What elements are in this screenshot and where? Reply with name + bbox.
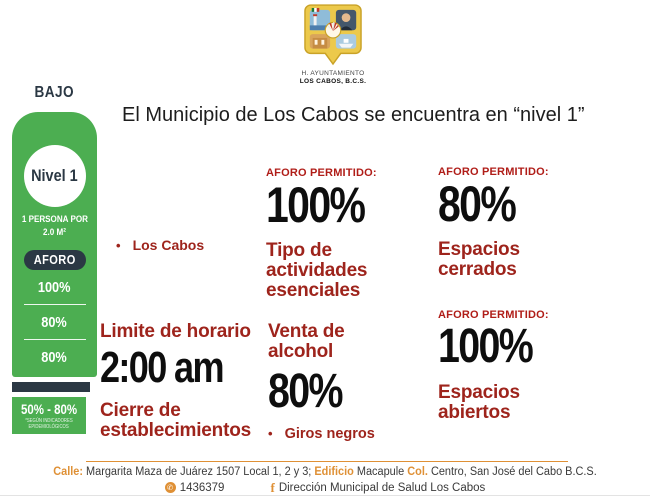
municipality-name: Los Cabos	[132, 237, 205, 253]
aforo-permitido-header: AFORO PERMITIDO:	[266, 167, 377, 179]
aforo-value-2: 80%	[41, 313, 68, 331]
address-calle-value: Margarita Maza de Juárez 1507 Local 1, 2…	[82, 466, 315, 478]
aforo-permitido-header: AFORO PERMITIDO:	[438, 166, 549, 178]
card-espacios-cerrados: AFORO PERMITIDO: 80% Espacios cerrados	[438, 166, 578, 280]
address-col-value: Centro, San José del Cabo B.C.S.	[427, 466, 597, 478]
card-venta-alcohol: Venta de alcohol 80% • Giros negros	[268, 322, 418, 442]
divider	[23, 338, 86, 340]
level-circle: Nivel 1	[23, 145, 86, 207]
aforo-value-3: 80%	[41, 348, 68, 366]
facebook-contact: f Dirección Municipal de Salud Los Cabos	[270, 480, 485, 496]
density-rule: 1 PERSONA POR 2.0 M²	[21, 214, 88, 238]
facebook-icon: f	[270, 479, 275, 495]
range-value: 50% - 80%	[20, 402, 78, 417]
card-label: Espacios cerrados	[438, 239, 520, 280]
aforo-value: 80%	[268, 364, 344, 418]
card-actividades-esenciales: AFORO PERMITIDO: 100% Tipo de actividade…	[266, 167, 426, 300]
address-edificio-value: Macapule	[353, 466, 408, 478]
aforo-pill: AFORO	[23, 249, 86, 270]
bullet-marker: •	[268, 425, 273, 441]
range-footnote: *SEGÚN INDICADORES EPIDEMIOLÓGICOS	[25, 418, 73, 431]
risk-category-label: BAJO	[34, 84, 75, 101]
card-label: Giros negros	[284, 425, 375, 442]
card-label: Tipo de actividades esenciales	[266, 240, 368, 301]
level-name: Nivel 1	[31, 166, 78, 185]
facebook-page-name: Dirección Municipal de Salud Los Cabos	[278, 481, 486, 494]
footer-divider	[86, 461, 568, 462]
whatsapp-number: 1436379	[179, 481, 225, 494]
logo-text-loscabos: LOS CABOS, B.C.S.	[299, 78, 367, 85]
municipal-logo: H. AYUNTAMIENTO LOS CABOS, B.C.S.	[288, 4, 378, 85]
divider	[23, 303, 86, 305]
card-header: Venta de alcohol	[268, 321, 345, 362]
card-header: Limite de horario	[100, 321, 251, 342]
municipality-bullet: • Los Cabos	[116, 237, 204, 253]
aforo-value: 100%	[266, 177, 366, 233]
bottom-border-line	[0, 495, 650, 496]
logo-text-ayuntamiento: H. AYUNTAMIENTO	[301, 70, 365, 77]
whatsapp-contact: ✆ 1436379	[164, 481, 225, 494]
address-calle-label: Calle:	[53, 466, 83, 478]
footer-address: Calle: Margarita Maza de Juárez 1507 Loc…	[16, 466, 634, 478]
aforo-value: 80%	[438, 176, 517, 232]
municipal-crest-icon	[304, 4, 362, 66]
aforo-permitido-header: AFORO PERMITIDO:	[438, 309, 549, 321]
aforo-value: 100%	[438, 320, 534, 373]
closing-time-value: 2:00 am	[100, 342, 225, 392]
range-box: 50% - 80% *SEGÚN INDICADORES EPIDEMIOLÓG…	[12, 397, 86, 434]
whatsapp-icon: ✆	[164, 482, 176, 493]
address-col-label: Col.	[407, 466, 428, 478]
page-title: El Municipio de Los Cabos se encuentra e…	[122, 104, 585, 126]
bullet-marker: •	[116, 238, 121, 253]
footer-contacts: ✆ 1436379 f Dirección Municipal de Salud…	[0, 480, 650, 496]
card-espacios-abiertos: AFORO PERMITIDO: 100% Espacios abiertos	[438, 309, 588, 423]
card-label: Cierre de establecimientos	[100, 399, 251, 441]
giros-negros-bullet: • Giros negros	[268, 426, 418, 442]
card-label: Espacios abiertos	[438, 382, 520, 423]
level-banner: Nivel 1 1 PERSONA POR 2.0 M² AFORO 100% …	[12, 112, 97, 377]
banner-separator-bar	[12, 382, 90, 392]
card-limite-horario: Limite de horario 2:00 am Cierre de esta…	[100, 322, 270, 440]
aforo-value-1: 100%	[38, 278, 71, 296]
address-edificio-label: Edificio	[314, 466, 354, 478]
